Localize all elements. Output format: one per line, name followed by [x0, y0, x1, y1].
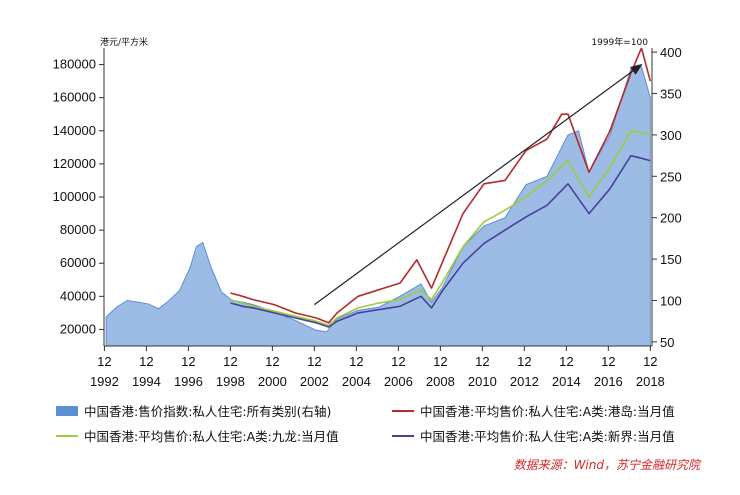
source-note: 数据来源：Wind，苏宁金融研究院: [514, 458, 702, 472]
x-tick-month-label: 12: [223, 354, 237, 369]
x-tick-year-label: 1994: [132, 374, 161, 389]
x-tick-month-label: 12: [559, 354, 573, 369]
x-tick-year-label: 1992: [90, 374, 119, 389]
x-tick-month-label: 12: [139, 354, 153, 369]
legend-label-area: 中国香港:售价指数:私人住宅:所有类别(右轴): [84, 404, 331, 419]
x-tick-month-label: 12: [307, 354, 321, 369]
axes: 20000 40000 60000 80000 100000 120000 140000 16…: [53, 45, 682, 389]
x-tick-month-label: 12: [349, 354, 363, 369]
x-tick-month-label: 12: [601, 354, 615, 369]
area-series-layer: [105, 66, 651, 346]
legend-swatch-area: [56, 406, 78, 416]
left-tick-label: 140000: [53, 123, 96, 138]
left-tick-label: 60000: [60, 255, 96, 270]
x-tick-year-label: 1998: [216, 374, 245, 389]
legend-label-hk-island: 中国香港:平均售价:私人住宅:A类:港岛:当月值: [420, 404, 675, 419]
right-tick-label: 200: [660, 211, 682, 226]
x-tick-year-label: 2012: [510, 374, 539, 389]
x-tick-year-label: 2004: [342, 374, 371, 389]
x-tick-year-label: 2018: [636, 374, 665, 389]
trend-arrow-layer: [314, 63, 643, 306]
x-tick-year-label: 2014: [552, 374, 581, 389]
right-tick-label: 50: [660, 335, 674, 350]
trend-arrow: [314, 63, 643, 306]
legend: 中国香港:售价指数:私人住宅:所有类别(右轴) 中国香港:平均售价:私人住宅:A…: [56, 404, 675, 444]
series-line-hk-island: [230, 48, 652, 324]
right-tick-label: 100: [660, 293, 682, 308]
left-axis-unit: 港元/平方米: [100, 36, 148, 48]
right-tick-label: 300: [660, 128, 682, 143]
right-axis-unit: 1999年=100: [591, 36, 648, 48]
left-tick-label: 40000: [60, 288, 96, 303]
x-tick-month-label: 12: [265, 354, 279, 369]
x-tick-month-label: 12: [643, 354, 657, 369]
x-tick-month-label: 12: [517, 354, 531, 369]
series-area-all-types: [105, 66, 651, 346]
series-line-new-territories: [230, 154, 651, 328]
x-tick-month-label: 12: [391, 354, 405, 369]
left-tick-label: 20000: [60, 321, 96, 336]
right-tick-label: 250: [660, 169, 682, 184]
legend-label-new-territories: 中国香港:平均售价:私人住宅:A类:新界:当月值: [420, 429, 675, 444]
x-tick-year-label: 2006: [384, 374, 413, 389]
x-tick-year-label: 2010: [468, 374, 497, 389]
left-tick-label: 180000: [53, 57, 96, 72]
x-tick-month-label: 12: [475, 354, 489, 369]
left-tick-label: 160000: [53, 90, 96, 105]
left-tick-label: 120000: [53, 156, 96, 171]
x-tick-year-label: 1996: [174, 374, 203, 389]
x-tick-year-label: 2002: [300, 374, 329, 389]
x-tick-year-label: 2016: [594, 374, 623, 389]
x-tick-month-label: 12: [97, 354, 111, 369]
right-tick-label: 400: [660, 45, 682, 60]
x-tick-year-label: 2008: [426, 374, 455, 389]
right-tick-label: 350: [660, 87, 682, 102]
right-tick-label: 150: [660, 252, 682, 267]
left-tick-label: 100000: [53, 189, 96, 204]
x-tick-month-label: 12: [181, 354, 195, 369]
series-line-kowloon: [230, 130, 651, 327]
left-tick-label: 80000: [60, 222, 96, 237]
line-series-layer: [230, 48, 652, 328]
legend-label-kowloon: 中国香港:平均售价:私人住宅:A类:九龙:当月值: [84, 429, 339, 444]
x-tick-month-label: 12: [433, 354, 447, 369]
x-tick-year-label: 2000: [258, 374, 287, 389]
